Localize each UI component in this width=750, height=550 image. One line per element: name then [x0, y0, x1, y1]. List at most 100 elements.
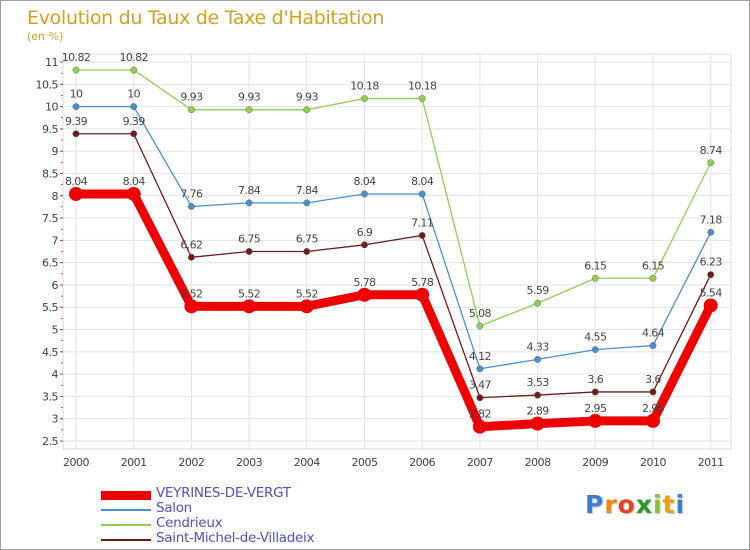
data-point	[245, 106, 253, 114]
data-label: 7.84	[238, 184, 261, 197]
legend-swatch	[101, 539, 151, 541]
y-tick-label: 4.5	[42, 346, 58, 359]
data-label: 6.23	[700, 256, 723, 269]
data-label: 7.11	[411, 216, 433, 229]
y-tick-label: 4	[52, 368, 59, 381]
data-label: 8.74	[700, 144, 723, 157]
data-label: 3.47	[469, 379, 492, 392]
data-point	[357, 287, 372, 302]
data-label: 6.9	[357, 226, 373, 239]
data-label: 6.15	[642, 259, 665, 272]
data-point	[707, 271, 715, 279]
y-tick-label: 10.5	[36, 78, 59, 91]
x-tick-label: 2006	[409, 456, 435, 469]
data-label: 5.08	[469, 307, 492, 320]
data-point	[476, 394, 484, 402]
data-point	[591, 274, 599, 282]
data-point	[72, 66, 80, 74]
x-tick-label: 2009	[582, 456, 608, 469]
x-tick-label: 2001	[121, 456, 147, 469]
y-tick-label: 3.5	[42, 390, 58, 403]
data-label: 3.6	[587, 373, 603, 386]
legend-label: Cendrieux	[156, 515, 223, 531]
logo-letter: r	[604, 490, 618, 519]
data-point	[415, 287, 430, 302]
y-tick-label: 5.5	[42, 301, 58, 314]
data-point	[534, 299, 541, 307]
data-point	[649, 388, 657, 396]
y-tick-label: 7.5	[42, 212, 58, 225]
x-tick-label: 2005	[352, 456, 378, 469]
data-point	[476, 322, 484, 330]
data-label: 2.95	[584, 402, 607, 415]
data-label: 9.93	[238, 91, 261, 104]
series-line	[76, 69, 712, 327]
data-label: 4.33	[527, 340, 550, 353]
data-label: 4.55	[584, 331, 607, 344]
data-label: 5.54	[700, 286, 723, 299]
data-point	[534, 356, 541, 363]
data-label: 5.78	[411, 276, 434, 289]
data-label: 10	[70, 88, 83, 101]
data-point	[72, 130, 80, 138]
y-tick-label: 8.5	[42, 167, 58, 180]
legend-swatch	[101, 491, 151, 500]
series-line	[76, 105, 712, 370]
data-label: 10.82	[119, 51, 148, 64]
logo-letter: o	[617, 490, 636, 519]
data-label: 9.39	[123, 115, 146, 128]
data-point	[187, 253, 195, 261]
x-tick-label: 2004	[294, 456, 320, 469]
data-point	[69, 186, 83, 201]
data-label: 9.39	[65, 115, 88, 128]
legend-swatch	[101, 509, 151, 511]
data-label: 4.12	[469, 350, 491, 363]
data-point	[245, 199, 253, 207]
logo-letter: i	[653, 490, 663, 519]
data-label: 8.04	[65, 175, 88, 188]
data-label: 5.78	[353, 276, 376, 289]
x-tick-label: 2010	[640, 456, 666, 469]
data-point	[303, 106, 311, 114]
y-tick-label: 9	[52, 145, 59, 158]
y-tick-label: 6	[52, 279, 59, 292]
data-label: 4.64	[642, 327, 665, 340]
y-tick-label: 9.5	[42, 123, 58, 136]
data-point	[418, 232, 426, 239]
chart-title: Evolution du Taux de Taxe d'Habitation	[27, 7, 385, 29]
data-point	[472, 419, 487, 434]
data-label: 3.53	[527, 376, 550, 389]
data-label: 5.52	[296, 287, 318, 300]
data-point	[591, 388, 599, 396]
data-point	[707, 228, 715, 236]
y-tick-label: 6.5	[42, 257, 58, 270]
data-point	[303, 199, 311, 207]
logo-letter: x	[635, 490, 653, 519]
data-point	[588, 413, 603, 428]
data-point	[187, 106, 195, 114]
plot-area	[62, 53, 732, 450]
legend-swatch	[101, 524, 151, 526]
data-point	[299, 299, 314, 314]
legend-label: Saint-Michel-de-Villadeix	[156, 530, 315, 546]
data-label: 5.59	[527, 284, 550, 297]
data-point	[184, 299, 199, 314]
logo-letter: P	[585, 490, 605, 519]
data-label: 7.18	[700, 213, 723, 226]
data-point	[707, 159, 715, 167]
data-point	[361, 190, 368, 198]
data-point	[418, 190, 426, 198]
data-point	[126, 186, 141, 201]
data-label: 2.89	[527, 405, 550, 418]
x-tick-label: 2000	[63, 456, 89, 469]
data-point	[646, 413, 660, 428]
data-point	[649, 342, 657, 349]
data-label: 6.75	[296, 233, 319, 246]
data-label: 7.84	[296, 184, 319, 197]
data-point	[649, 274, 657, 282]
data-point	[303, 248, 311, 255]
data-label: 10.18	[350, 80, 379, 93]
x-tick-label: 2003	[236, 456, 262, 469]
